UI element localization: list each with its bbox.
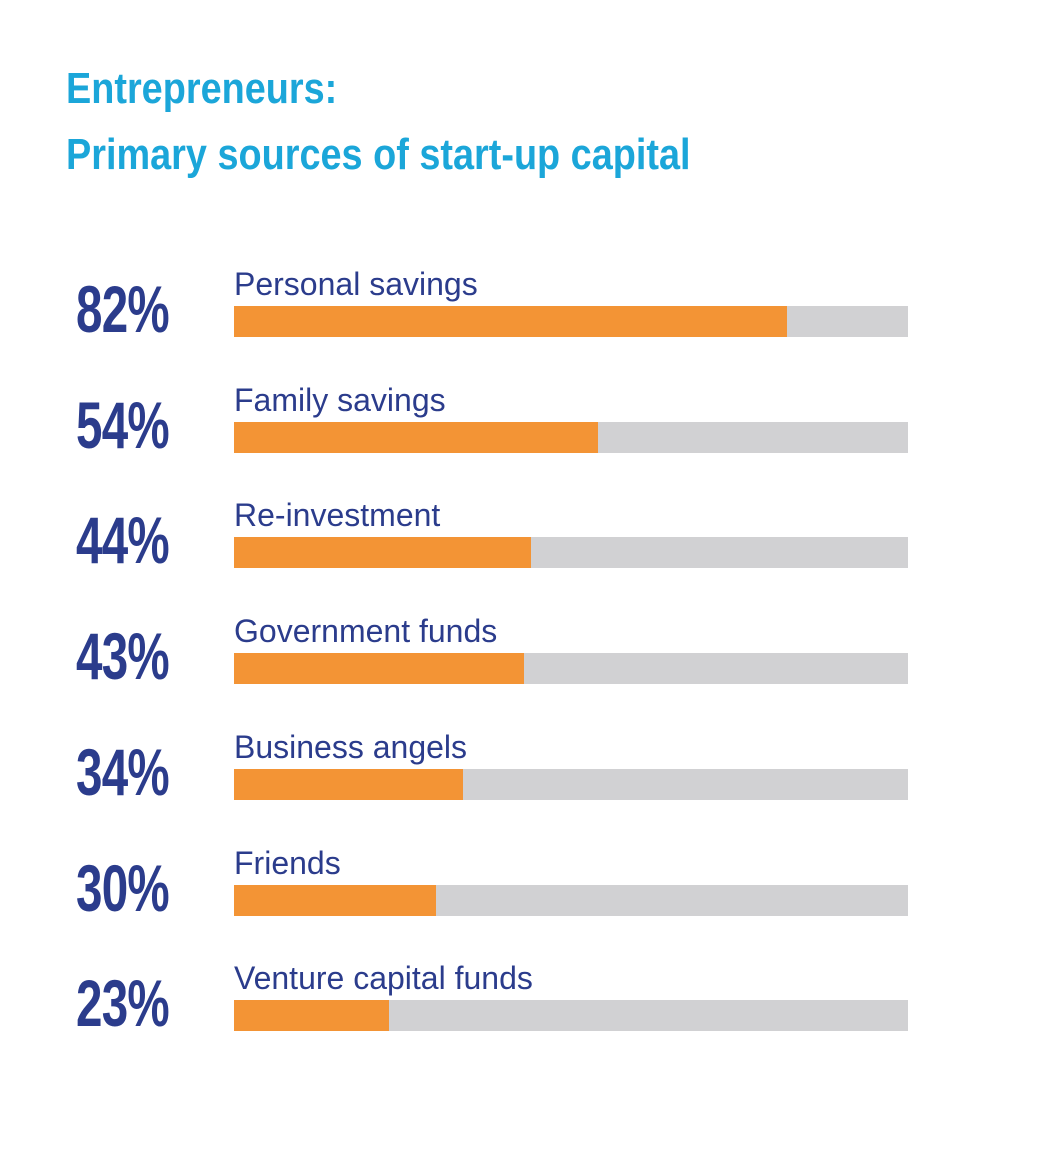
bar-value-label: 30% [76,850,170,925]
bar-value-label: 23% [76,966,170,1041]
bar-row: 34% Business angels [0,729,1052,845]
bar-track [234,768,908,800]
chart-title: Entrepreneurs: Primary sources of start-… [66,56,691,188]
bar-row: 82% Personal savings [0,266,1052,382]
bar [234,421,598,453]
bar-track [234,306,908,337]
bar-track [234,653,908,685]
bar-row: 44% Re-investment [0,497,1052,613]
bar-value-label: 82% [76,272,170,346]
bar [234,1000,390,1032]
bar-category-label: Personal savings [234,266,478,302]
bar [234,653,524,685]
bar-track [234,421,908,453]
bar [234,306,787,337]
bar-track [234,884,908,916]
bar-track [234,1000,908,1032]
bar [234,768,464,800]
chart-title-line-2: Primary sources of start-up capital [66,130,691,179]
chart-title-line-1: Entrepreneurs: [66,64,338,113]
bar-row: 43% Government funds [0,613,1052,729]
bar-track [234,537,908,569]
bar-value-label: 44% [76,503,170,578]
bar-category-label: Re-investment [234,497,441,534]
bar-category-label: Friends [234,844,341,881]
bar [234,884,437,916]
bar-value-label: 54% [76,387,170,462]
bar-value-label: 43% [76,619,170,694]
bar [234,537,531,569]
bar-value-label: 34% [76,734,170,809]
bar-category-label: Government funds [234,613,498,650]
bar-category-label: Family savings [234,381,446,418]
bar-row: 23% Venture capital funds [0,960,1052,1076]
bar-row: 54% Family savings [0,382,1052,498]
bar-category-label: Venture capital funds [234,960,533,997]
bar-category-label: Business angels [234,728,468,765]
bar-row: 30% Friends [0,845,1052,961]
